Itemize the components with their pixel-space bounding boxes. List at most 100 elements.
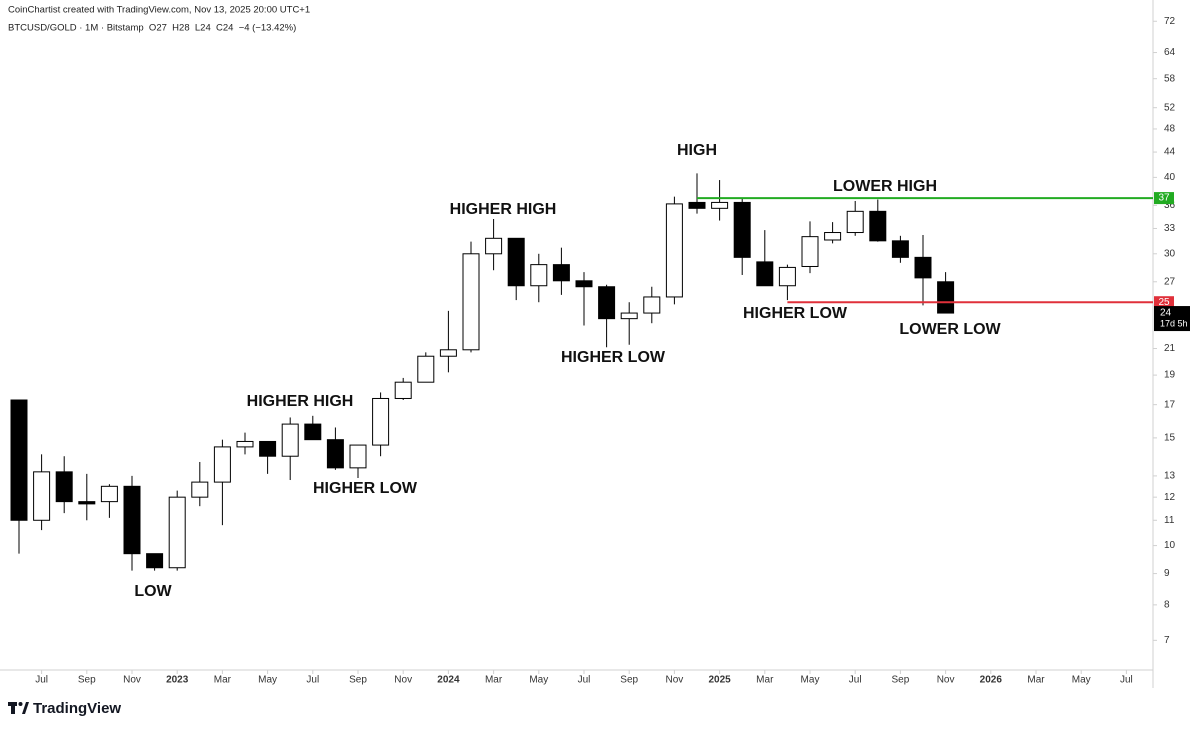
candle-body [552,264,570,282]
x-tick-label: 2023 [166,675,189,686]
x-tick-label: Sep [892,675,910,686]
candle [824,222,842,244]
candle-body [914,256,932,279]
x-tick-label: May [529,675,548,686]
y-tick-label: 12 [1164,492,1176,503]
price-label: 37 [1158,193,1170,204]
y-tick-label: 44 [1164,147,1176,158]
candle [78,473,96,521]
candle [530,253,548,303]
x-tick-label: 2025 [708,675,731,686]
y-tick-label: 11 [1164,515,1175,526]
candle [869,199,887,242]
candle [914,234,932,306]
candle-body [575,280,593,288]
y-tick-label: 33 [1164,223,1176,234]
x-tick-label: Sep [620,675,638,686]
candle-body [146,553,164,569]
x-tick-label: Sep [349,675,367,686]
annotation: LOWER HIGH [833,178,937,195]
candle-body [824,232,842,241]
y-tick-label: 72 [1164,16,1176,27]
candle [168,490,186,571]
candle-body [530,264,548,287]
candle-body [937,281,955,314]
candle [711,180,729,221]
candle [891,235,909,263]
candle-body [733,201,751,258]
candle-body [304,423,322,441]
candle-body [643,296,661,314]
candle-body [33,471,51,521]
candle-body [78,501,96,505]
candle [439,310,457,373]
x-tick-label: Jul [1120,675,1133,686]
candle-body [281,423,299,457]
annotation: HIGHER HIGH [247,393,354,410]
candle-body [620,312,638,320]
candle [598,284,616,348]
y-tick-label: 9 [1164,568,1170,579]
candle [665,196,683,305]
y-tick-label: 52 [1164,102,1176,113]
x-tick-label: May [1072,675,1091,686]
legend: BTCUSD/GOLD · 1M · Bitstamp O27 H28 L24 … [8,23,296,34]
candle [55,456,73,514]
candle [937,272,955,314]
credit: CoinChartist created with TradingView.co… [8,5,310,16]
candle-body [168,496,186,569]
y-tick-label: 10 [1164,540,1176,551]
x-tick-label: Sep [78,675,96,686]
candle-body [326,439,344,469]
annotation: LOW [134,583,172,600]
x-tick-label: Nov [123,675,141,686]
candle-body [349,444,367,469]
candle [349,444,367,478]
candle [417,352,435,383]
candle-body [846,210,864,234]
brand-name: TradingView [33,700,121,717]
x-tick-label: Mar [756,675,774,686]
last-price-label: 24 [1160,308,1172,319]
candle-body [10,399,28,521]
y-tick-label: 15 [1164,433,1176,444]
annotation: HIGHER LOW [743,305,848,322]
price-label-box [1154,296,1174,309]
y-tick-label: 19 [1164,370,1176,381]
candle [146,553,164,571]
candle-body [891,240,909,258]
y-tick-label: 13 [1164,471,1176,482]
candle [733,198,751,275]
last-price-box [1154,306,1190,332]
x-tick-label: Jul [578,675,591,686]
x-tick-label: May [258,675,277,686]
candle [33,454,51,531]
candle-body [55,471,73,503]
x-tick-label: Mar [214,675,232,686]
x-tick-label: Jul [849,675,862,686]
candle [191,461,209,507]
candle [620,302,638,345]
annotation: HIGHER HIGH [450,201,557,218]
candle-body [439,349,457,357]
x-tick-label: Mar [485,675,503,686]
candle [801,221,819,274]
candle [575,272,593,326]
candle [123,475,141,571]
candle-body [507,237,525,287]
x-tick-label: Nov [666,675,684,686]
candle-body [778,266,796,287]
y-tick-label: 30 [1164,248,1176,259]
y-tick-label: 7 [1164,635,1170,646]
candle-body [711,201,729,209]
candle-body [259,440,277,457]
candle [281,417,299,481]
candle-body [394,381,412,399]
candle [756,230,774,287]
annotation: HIGHER LOW [561,349,666,366]
x-tick-label: Mar [1027,675,1045,686]
y-tick-label: 48 [1164,124,1176,135]
brand-logo: TradingView [8,700,121,717]
